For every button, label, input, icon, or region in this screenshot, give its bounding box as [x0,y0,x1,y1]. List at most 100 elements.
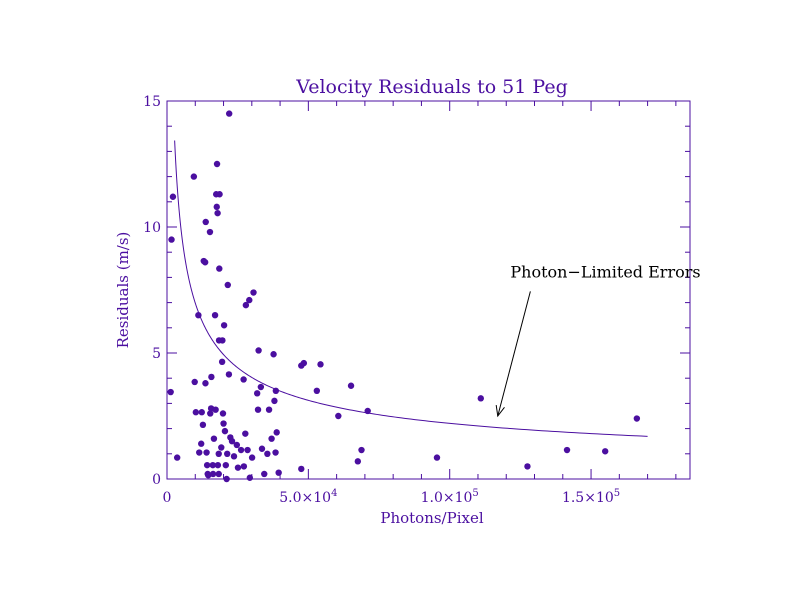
data-point [273,429,280,436]
data-point [190,173,198,180]
data-point [244,446,251,454]
data-point [173,454,181,461]
data-point [205,472,212,479]
data-point [335,412,342,420]
data-point [364,407,371,415]
chart-title: Velocity Residuals to 51 Peg [295,76,568,98]
data-point [215,450,222,457]
data-point [212,406,219,413]
data-point [169,193,177,200]
data-point [563,446,571,454]
data-point [240,463,248,470]
data-point [271,397,278,405]
data-point [601,448,609,455]
data-point [228,438,236,445]
data-point [167,388,174,396]
data-point [168,236,175,243]
data-point [347,382,355,389]
data-point [196,449,203,456]
data-point [218,358,226,366]
data-point [222,461,230,469]
x-tick-label: 1.0×105 [421,488,479,506]
data-point [234,464,242,471]
data-point [237,446,245,454]
data-point [275,469,282,476]
data-points [167,110,641,483]
data-point [264,450,271,457]
data-point [210,435,218,442]
data-point [633,415,641,422]
data-point [272,387,280,394]
data-point [354,458,362,465]
data-point [246,296,253,304]
data-point [242,430,249,437]
data-point [477,395,484,402]
data-point [257,383,265,391]
data-point [433,454,441,461]
data-point [202,380,209,387]
data-point [224,281,231,289]
data-point [248,454,256,461]
x-axis: 0 5.0×104 1.0×105 1.5×105 [163,101,677,506]
data-point [201,259,209,266]
data-point [272,449,279,456]
data-point [215,470,222,478]
data-point [225,371,233,378]
data-point [220,322,228,329]
data-point [216,265,223,272]
data-point [317,361,324,368]
x-tick-label: 5.0×104 [279,488,337,506]
y-tick-label: 15 [143,94,161,110]
photon-limited-curve [174,140,648,437]
data-point [300,359,308,367]
data-point [258,445,266,452]
data-point [242,301,250,309]
data-point [211,312,219,319]
data-point [240,376,247,383]
data-point [207,410,214,417]
data-point [224,450,231,457]
x-tick-label: 0 [163,490,172,506]
data-point [253,390,261,397]
y-tick-label: 10 [143,220,161,236]
data-point [220,420,227,427]
data-point [199,421,207,429]
data-point [198,440,205,447]
data-point [358,446,365,454]
data-point [209,470,217,478]
x-axis-title: Photons/Pixel [380,509,483,527]
data-point [524,463,531,470]
data-point [195,312,202,319]
data-point [218,444,225,451]
data-point [191,378,198,386]
data-point [298,465,305,473]
data-point [250,289,257,296]
data-point [246,474,254,481]
data-point [213,160,221,168]
data-point [219,410,227,417]
data-point [265,406,273,413]
data-point [202,218,209,226]
y-tick-label: 5 [152,346,161,362]
data-point [268,435,275,442]
data-point [223,475,230,483]
data-point [230,453,238,460]
data-point [198,409,205,416]
data-point [270,351,277,358]
y-tick-label: 0 [152,472,161,488]
data-point [233,441,241,449]
data-point [225,110,233,117]
data-point [213,203,220,211]
x-tick-label: 1.5×105 [562,488,620,506]
data-point [255,347,262,354]
data-point [216,191,223,198]
data-point [214,461,222,469]
data-point [219,337,226,344]
data-point [203,449,210,456]
plot-frame [166,100,691,480]
data-point [209,461,216,469]
annotation-arrow [497,291,531,417]
annotation-label: Photon−Limited Errors [510,262,700,281]
y-axis-title: Residuals (m/s) [114,232,132,349]
